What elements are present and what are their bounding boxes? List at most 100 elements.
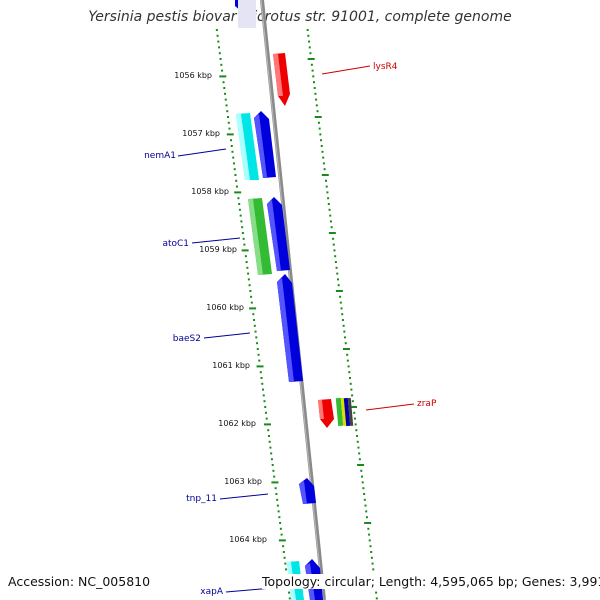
kbp-label: 1058 kbp [191,187,229,196]
minor-tick [224,98,227,101]
minor-tick [324,179,327,182]
minor-tick [344,342,347,345]
minor-tick [339,301,342,304]
minor-tick [257,353,260,356]
minor-tick [332,237,335,240]
minor-tick [250,295,253,298]
minor-tick [341,313,344,316]
gene-zraP-neighbor-green[interactable] [335,397,344,427]
gene-nemA1-shade [236,114,250,180]
gene-zraP-neighbor-dark[interactable] [347,397,354,427]
minor-tick [312,75,315,78]
minor-tick [259,371,262,374]
minor-tick [348,371,351,374]
major-tick [219,75,227,78]
minor-tick [327,197,330,200]
minor-tick [351,394,354,397]
minor-tick [334,255,337,258]
minor-tick [233,168,236,171]
minor-tick [333,249,336,252]
minor-tick [238,208,241,211]
minor-tick [239,214,242,217]
minor-tick [329,214,332,217]
minor-tick [309,52,312,55]
label-connector [177,148,227,157]
minor-tick [222,81,225,84]
minor-tick [250,301,253,304]
minor-tick [231,150,234,153]
map-title: Yersinia pestis biovar Microtus str. 910… [88,9,512,25]
gene-label-atoC1[interactable]: atoC1 [162,239,189,249]
minor-tick [356,440,359,443]
gene-label-baeS2[interactable]: baeS2 [173,334,201,344]
minor-tick [348,377,351,379]
minor-tick [361,481,364,484]
minor-tick [306,29,309,31]
kbp-label: 1061 kbp [212,361,250,370]
minor-tick [315,98,318,101]
minor-tick [232,162,235,165]
accession-label: Accession: NC_005810 [8,574,151,589]
minor-tick [329,220,332,223]
minor-tick [271,464,274,466]
minor-tick [313,81,316,84]
minor-tick [319,133,322,136]
minor-tick [224,92,227,95]
minor-tick [225,104,228,107]
minor-tick [261,388,264,391]
minor-tick [276,498,279,501]
minor-tick [260,377,263,379]
gene-zraP-neighbor-blue[interactable] [343,397,351,427]
minor-tick [254,330,257,333]
minor-tick [307,34,310,37]
minor-tick [283,556,286,559]
label-connector [203,332,251,339]
minor-tick [280,533,283,536]
minor-tick [320,145,323,147]
gene-label-nemA1[interactable]: nemA1 [144,151,176,161]
kbp-label: 1064 kbp [229,535,267,544]
kbp-label: 1057 kbp [182,129,220,138]
major-tick [256,365,264,368]
label-connector [219,493,269,500]
minor-tick [241,226,244,229]
minor-tick [340,307,343,310]
minor-tick [258,359,261,362]
minor-tick [336,278,339,281]
tick-track-forward [306,29,378,600]
minor-tick [358,452,361,455]
minor-tick [255,336,258,339]
minor-tick [371,562,374,565]
minor-tick [247,278,250,281]
minor-tick [314,92,317,95]
gene-label-lysR4[interactable]: lysR4 [373,62,398,72]
minor-tick [282,545,285,548]
minor-tick [264,411,267,414]
major-tick [328,232,336,234]
minor-tick [375,591,378,594]
minor-tick [353,417,356,420]
minor-tick [227,116,230,118]
minor-tick [353,411,356,414]
gene-zraP-shade [318,400,324,419]
minor-tick [276,504,279,507]
minor-tick [253,319,256,321]
gene-zraP-neighbor-yellow[interactable] [340,397,347,427]
major-tick [241,249,249,252]
minor-tick [235,185,238,188]
major-tick [234,191,242,194]
gene-label-zraP[interactable]: zraP [417,399,437,409]
minor-tick [275,493,278,495]
minor-tick [344,336,347,339]
minor-tick [315,104,318,107]
gene-label-tnp_11[interactable]: tnp_11 [186,494,217,504]
minor-tick [270,452,273,455]
minor-tick [346,353,349,356]
minor-tick [349,382,352,385]
minor-tick [264,406,267,408]
minor-tick [322,156,325,159]
gene-label-xapA[interactable]: xapA [200,587,224,597]
minor-tick [368,533,371,536]
minor-tick [217,40,220,43]
minor-tick [308,40,311,43]
